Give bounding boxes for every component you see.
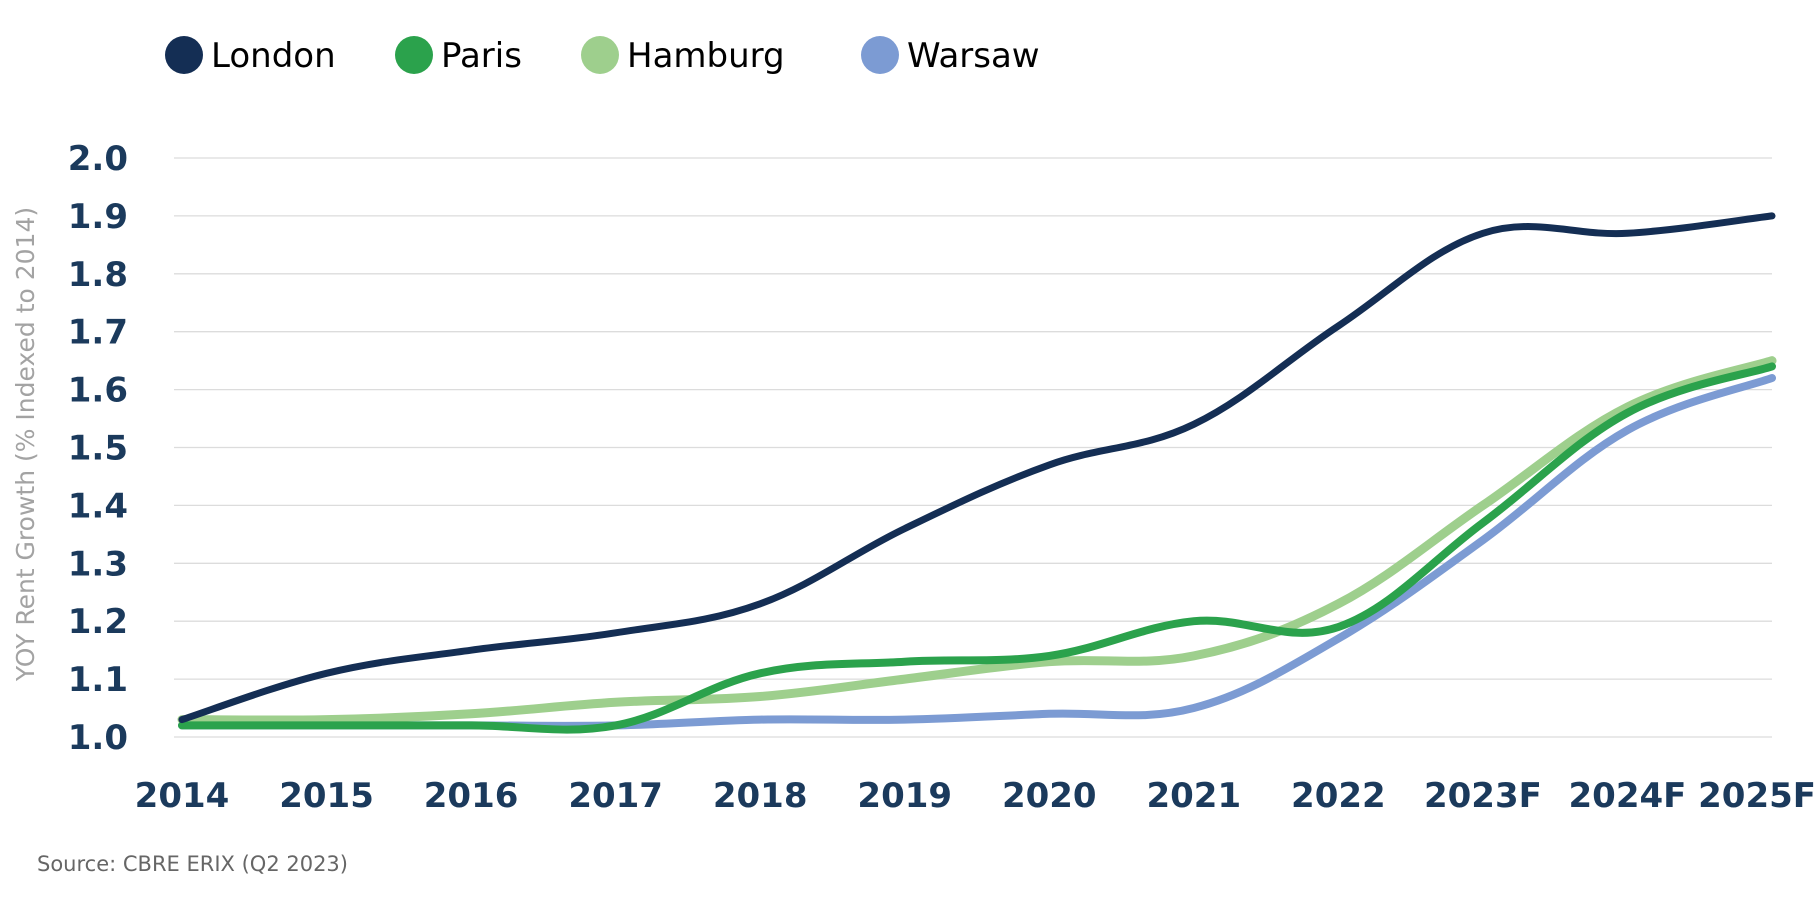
series-line-paris <box>178 362 1776 734</box>
x-tick-label: 2021 <box>1146 776 1241 816</box>
x-tick-label: 2015 <box>279 776 374 816</box>
y-tick-label: 1.8 <box>68 255 128 295</box>
y-tick-label: 1.6 <box>68 371 128 411</box>
y-tick-label: 1.7 <box>68 313 128 353</box>
legend-item-london: London <box>165 36 336 76</box>
legend-label: London <box>211 36 336 76</box>
legend-item-warsaw: Warsaw <box>861 36 1040 76</box>
y-tick-label: 1.5 <box>68 429 128 469</box>
y-tick-label: 1.0 <box>68 718 128 758</box>
legend-item-paris: Paris <box>395 36 522 76</box>
legend-marker <box>861 36 899 74</box>
x-tick-label: 2023F <box>1424 776 1542 816</box>
series-lines <box>177 212 1777 734</box>
y-axis-label: YOY Rent Growth (% Indexed to 2014) <box>11 207 40 682</box>
legend-marker <box>581 36 619 74</box>
legend-label: Hamburg <box>627 36 785 76</box>
legend-marker <box>165 36 203 74</box>
x-tick-label: 2018 <box>713 776 808 816</box>
y-tick-label: 1.3 <box>68 544 128 584</box>
series-line-hamburg <box>177 356 1777 725</box>
gridlines <box>174 157 1772 738</box>
source-note: Source: CBRE ERIX (Q2 2023) <box>37 852 348 876</box>
x-tick-label: 2020 <box>1002 776 1097 816</box>
x-tick-label: 2014 <box>135 776 230 816</box>
y-tick-label: 1.1 <box>68 660 128 700</box>
legend-marker <box>395 36 433 74</box>
legend: London Paris Hamburg Warsaw <box>165 36 1040 76</box>
legend-label: Paris <box>441 36 522 76</box>
legend-label: Warsaw <box>907 36 1040 76</box>
legend-item-hamburg: Hamburg <box>581 36 785 76</box>
x-tick-label: 2019 <box>857 776 952 816</box>
x-axis-ticks: 2014 2015 2016 2017 2018 2019 2020 2021 2022 2023… <box>135 776 1816 816</box>
x-tick-label: 2022 <box>1291 776 1386 816</box>
x-tick-label: 2025F <box>1698 776 1816 816</box>
y-tick-label: 1.2 <box>68 602 128 642</box>
y-axis-ticks: 1.0 1.1 1.2 1.3 1.4 1.5 1.6 1.7 1.8 1.9 2.0 <box>68 139 128 758</box>
y-tick-label: 1.4 <box>68 486 128 526</box>
x-tick-label: 2024F <box>1569 776 1687 816</box>
x-tick-label: 2016 <box>424 776 519 816</box>
series-line-london <box>178 212 1776 724</box>
x-tick-label: 2017 <box>568 776 663 816</box>
y-tick-label: 1.9 <box>68 197 128 237</box>
y-tick-label: 2.0 <box>68 139 128 179</box>
